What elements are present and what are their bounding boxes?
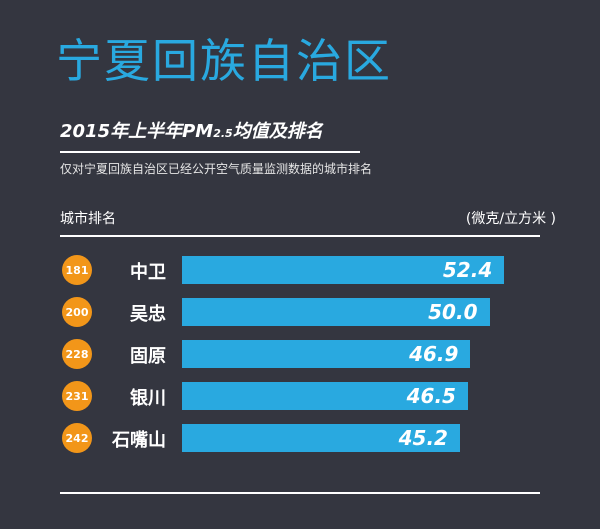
bottom-divider [60, 492, 540, 494]
rank-badge: 181 [62, 255, 92, 285]
subtitle-tail: 均值及排名 [232, 121, 323, 142]
chart-subtitle: 2015年上半年PM2.5均值及排名 [60, 117, 323, 143]
value-label: 46.9 [409, 342, 459, 366]
column-header-city-rank: 城市排名 [60, 211, 116, 227]
value-label: 50.0 [428, 300, 478, 324]
header-divider [60, 235, 540, 237]
subtitle-divider [60, 151, 360, 153]
bar [182, 298, 490, 326]
city-label: 银川 [130, 388, 166, 409]
city-label: 吴忠 [130, 304, 166, 325]
bar [182, 382, 468, 410]
rank-badge: 242 [62, 423, 92, 453]
subtitle-subscript: 2.5 [213, 127, 233, 140]
page-title: 宁夏回族自治区 [56, 34, 392, 88]
value-label: 45.2 [398, 426, 448, 450]
bar [182, 340, 471, 368]
column-header-unit: (微克/立方米 ) [465, 211, 556, 227]
city-label: 中卫 [130, 262, 166, 283]
scope-note: 仅对宁夏回族自治区已经公开空气质量监测数据的城市排名 [60, 162, 373, 176]
rank-badge: 231 [62, 381, 92, 411]
value-label: 46.5 [406, 384, 456, 408]
city-label: 石嘴山 [112, 430, 166, 451]
value-label: 52.4 [442, 258, 493, 282]
rank-badge: 228 [62, 339, 92, 369]
subtitle-main: 2015年上半年PM [60, 121, 214, 142]
rank-badge: 200 [62, 297, 92, 327]
city-label: 固原 [130, 346, 166, 367]
bar [182, 256, 505, 284]
bar [182, 424, 460, 452]
